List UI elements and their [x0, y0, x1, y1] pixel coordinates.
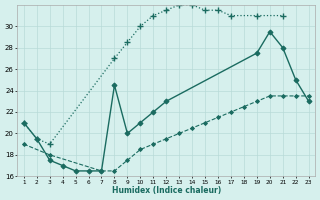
X-axis label: Humidex (Indice chaleur): Humidex (Indice chaleur): [112, 186, 221, 195]
